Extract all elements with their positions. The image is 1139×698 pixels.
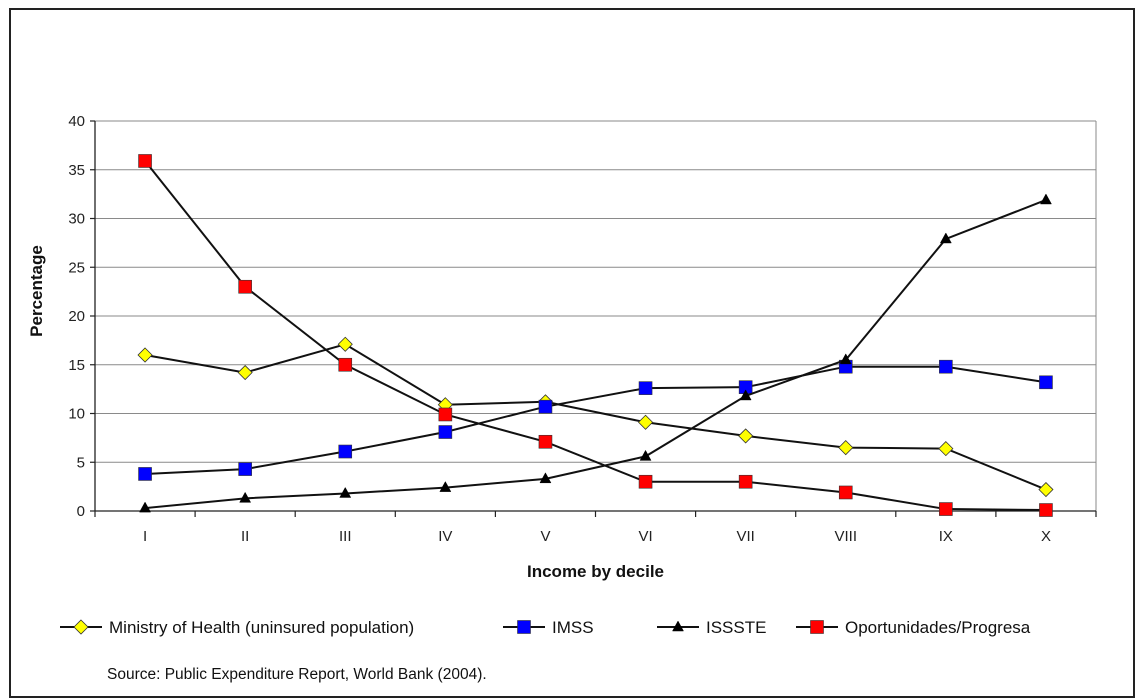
x-tick-label: V [540, 528, 550, 545]
data-point [238, 462, 252, 476]
data-point [338, 357, 353, 372]
x-tick-label: VII [736, 528, 754, 545]
y-tick-label: 20 [68, 308, 85, 325]
legend-marker [73, 619, 89, 635]
data-point [438, 407, 453, 422]
data-point [738, 474, 753, 489]
data-point [939, 359, 953, 374]
data-point [839, 353, 852, 365]
legend-item: Oportunidades/Progresa [796, 618, 1031, 637]
x-axis-title: Income by decile [527, 562, 664, 581]
data-point [138, 467, 152, 481]
data-point [638, 381, 653, 395]
x-tick-label: IV [438, 528, 452, 545]
data-point [939, 232, 952, 244]
x-tick-label: IX [939, 528, 953, 545]
legend-label: IMSS [552, 618, 594, 637]
data-point [639, 449, 652, 461]
figure-frame [9, 8, 1135, 698]
y-axis-title: Percentage [27, 245, 46, 337]
data-point [237, 364, 253, 381]
data-point [338, 444, 353, 459]
x-tick-label: X [1041, 528, 1051, 545]
data-point [538, 434, 553, 449]
legend-marker [517, 620, 531, 634]
data-point [938, 441, 954, 457]
series-line [144, 199, 1047, 510]
data-point [238, 279, 252, 294]
y-tick-label: 10 [68, 406, 85, 423]
y-tick-label: 30 [68, 211, 85, 228]
data-point [638, 474, 653, 489]
data-point [739, 389, 752, 401]
data-point [137, 347, 153, 363]
data-point [538, 399, 553, 414]
legend-label: Oportunidades/Progresa [845, 618, 1031, 637]
legend-marker [672, 620, 684, 632]
data-point [838, 485, 853, 500]
legend-label: Ministry of Health (uninsured population… [109, 618, 414, 637]
data-point [339, 486, 352, 498]
data-point [539, 472, 552, 484]
data-point [1039, 503, 1053, 517]
y-tick-label: 25 [68, 259, 85, 276]
legend-marker [810, 620, 824, 634]
y-tick-label: 5 [77, 454, 85, 471]
x-tick-label: VI [638, 528, 652, 545]
legend-item: IMSS [503, 618, 594, 637]
series-2 [138, 359, 1053, 481]
series-1 [137, 336, 1054, 498]
data-point [139, 501, 151, 513]
y-tick-label: 0 [77, 503, 85, 520]
data-point [138, 154, 152, 168]
series-3 [139, 193, 1052, 513]
series-line [144, 343, 1047, 491]
data-point [1038, 481, 1054, 498]
series-line [144, 160, 1046, 512]
legend-item: Ministry of Health (uninsured population… [60, 618, 414, 637]
data-point [438, 425, 453, 439]
y-tick-label: 40 [68, 113, 85, 130]
data-point [738, 428, 754, 444]
data-point [337, 336, 353, 352]
data-point [1040, 193, 1052, 205]
source-note: Source: Public Expenditure Report, World… [107, 666, 487, 683]
y-tick-label: 15 [68, 357, 85, 374]
data-point [939, 502, 953, 516]
legend-item: ISSSTE [657, 618, 766, 637]
series-line [145, 365, 1047, 475]
x-tick-label: I [143, 528, 147, 545]
data-point [1039, 375, 1053, 390]
x-tick-label: VIII [834, 528, 857, 545]
data-point [838, 440, 854, 456]
data-point [637, 414, 654, 430]
y-tick-label: 35 [68, 162, 85, 179]
legend-label: ISSSTE [706, 618, 766, 637]
x-tick-label: III [339, 528, 352, 545]
x-tick-label: II [241, 528, 249, 545]
series-4 [138, 154, 1053, 517]
data-point [439, 481, 452, 492]
legend: Ministry of Health (uninsured population… [60, 618, 1031, 637]
data-point [239, 491, 252, 503]
